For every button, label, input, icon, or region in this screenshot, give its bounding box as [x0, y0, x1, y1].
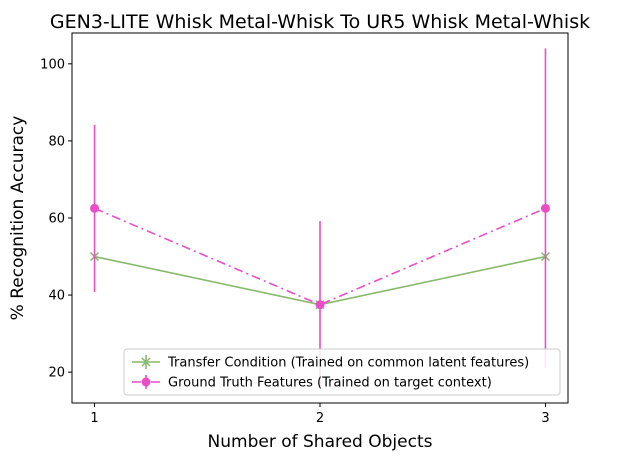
- y-tick-label: 80: [48, 134, 65, 149]
- y-tick-label: 20: [48, 366, 65, 381]
- data-point-marker: [90, 203, 100, 213]
- data-point-marker: [315, 300, 325, 310]
- series-line: [94, 207, 546, 306]
- y-axis: 20 40 60 80 100: [40, 57, 72, 381]
- x-axis: 1 2 3: [90, 403, 550, 426]
- data-point-marker: [141, 377, 151, 387]
- x-axis-label: Number of Shared Objects: [208, 432, 433, 452]
- legend: Transfer Condition (Trained on common la…: [123, 348, 561, 396]
- x-tick-label: 2: [316, 411, 324, 426]
- legend-box: [123, 348, 561, 396]
- plot-area: [90, 48, 550, 389]
- marker-stroke: [141, 357, 151, 367]
- series-2: [90, 48, 550, 389]
- data-point-marker: [141, 357, 151, 367]
- y-axis-label: % Recognition Accuracy: [8, 116, 28, 321]
- legend-item: Ground Truth Features (Trained on target…: [132, 375, 492, 391]
- data-point-marker: [540, 203, 550, 213]
- y-tick-label: 60: [48, 212, 65, 227]
- chart-title: GEN3-LITE Whisk Metal-Whisk To UR5 Whisk…: [50, 11, 590, 33]
- y-tick-label: 40: [48, 289, 65, 304]
- y-tick-label: 100: [40, 57, 65, 72]
- legend-label: Ground Truth Features (Trained on target…: [168, 376, 492, 391]
- legend-label: Transfer Condition (Trained on common la…: [167, 356, 529, 371]
- x-tick-label: 3: [541, 411, 549, 426]
- x-tick-label: 1: [90, 411, 98, 426]
- legend-item: Transfer Condition (Trained on common la…: [132, 355, 529, 371]
